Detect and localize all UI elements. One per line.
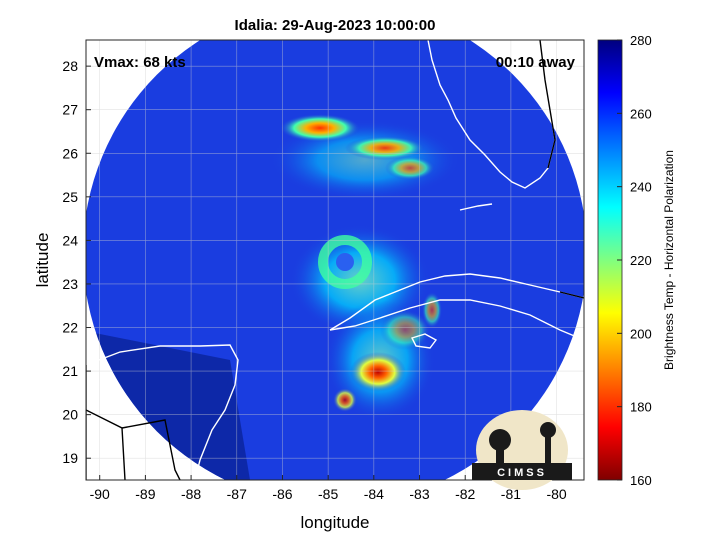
y-tick-label: 25 [62,189,78,205]
colorbar-tick-label: 240 [630,180,652,195]
colorbar-tick-label: 220 [630,253,652,268]
cuba-north-coast [329,273,584,331]
isle-of-youth [411,333,438,349]
y-axis-ticks: 19 20 21 22 23 24 25 26 27 28 [62,58,91,466]
x-tick-label: -80 [546,486,566,502]
x-tick-label: -87 [227,486,247,502]
x-axis-ticks: -90 -89 -88 -87 -86 -85 -84 -83 -82 -81 -80 [90,475,567,502]
logo-text: CIMSS [497,467,547,479]
x-tick-label: -86 [272,486,292,502]
cuba-south-coast [329,299,584,341]
y-tick-label: 27 [62,102,78,118]
y-tick-label: 23 [62,276,78,292]
satellite-dish-icon [489,429,511,451]
chart-title: Idalia: 29-Aug-2023 10:00:00 [235,17,436,34]
y-tick-label: 19 [62,450,78,466]
y-tick-label: 20 [62,407,78,423]
rainband-north [280,114,360,142]
water-tower-icon [540,422,556,438]
cimss-logo: CIMSS [472,410,572,490]
map-plot [86,40,584,480]
grid-lines [86,40,584,480]
microwave-swath [86,40,584,480]
x-tick-label: -90 [90,486,110,502]
y-tick-label: 22 [62,320,78,336]
y-tick-label: 28 [62,58,78,74]
y-tick-label: 26 [62,145,78,161]
colorbar-tick-label: 280 [630,33,652,48]
x-tick-label: -89 [135,486,155,502]
x-tick-label: -85 [318,486,338,502]
x-tick-label: -83 [409,486,429,502]
x-tick-label: -82 [455,486,475,502]
rainband-south [350,352,406,392]
time-away-label: 00:10 away [496,54,576,71]
y-axis-label: latitude [33,233,52,288]
coastlines [86,40,584,480]
yucatan-coast [86,344,239,480]
colorbar-label: Brightness Temp - Horizontal Polarizatio… [662,150,676,370]
colorbar-tick-label: 180 [630,400,652,415]
colorbar: 280 260 240 220 200 180 160 Brightness Temp - … [597,33,676,488]
vmax-label: Vmax: 68 kts [94,54,186,71]
y-tick-label: 24 [62,232,78,248]
axes-frame [85,39,585,481]
x-tick-label: -81 [501,486,521,502]
colorbar-tick-label: 200 [630,326,652,341]
x-tick-label: -88 [181,486,201,502]
colorbar-ticks: 280 260 240 220 200 180 160 [617,33,652,488]
colorbar-tick-label: 160 [630,473,652,488]
colorbar-tick-label: 260 [630,106,652,121]
x-axis-label: longitude [300,513,369,532]
y-tick-label: 21 [62,363,78,379]
x-tick-label: -84 [364,486,384,502]
